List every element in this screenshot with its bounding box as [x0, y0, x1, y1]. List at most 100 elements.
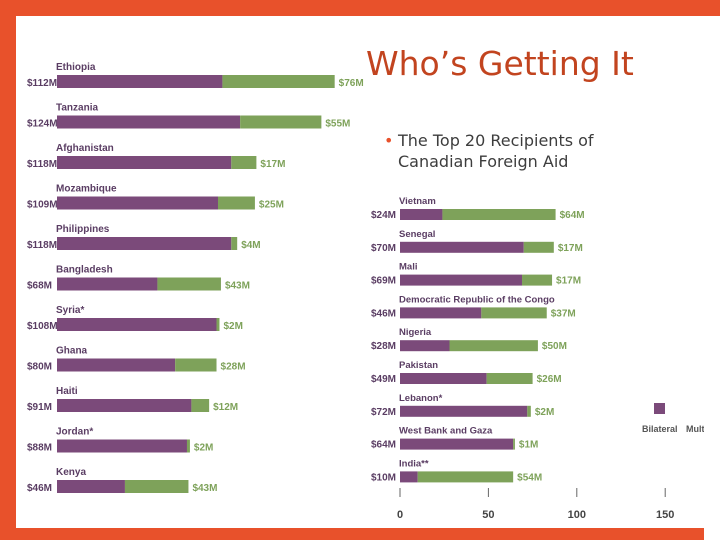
legend-bilateral-label: Bilateral — [642, 424, 678, 434]
bilateral-value-label: $112M — [27, 78, 57, 89]
x-tick-label: 50 — [482, 509, 494, 521]
multilateral-bar — [217, 196, 255, 210]
multilateral-value-label: $17M — [260, 159, 285, 170]
country-label: Vietnam — [399, 196, 436, 207]
bilateral-bar — [57, 277, 158, 291]
multilateral-bar — [523, 241, 554, 253]
multilateral-bar — [157, 277, 221, 291]
country-label: Kenya — [56, 467, 86, 478]
multilateral-bar — [222, 75, 335, 88]
multilateral-value-label: $17M — [558, 243, 583, 254]
multilateral-bar — [449, 340, 538, 352]
multilateral-value-label: $64M — [560, 210, 585, 221]
slide-title: Who’s Getting It — [366, 44, 634, 83]
bilateral-value-label: $49M — [371, 374, 396, 385]
bilateral-bar — [400, 241, 524, 253]
multilateral-value-label: $28M — [221, 362, 246, 373]
bilateral-bar — [57, 115, 241, 129]
multilateral-bar — [486, 373, 533, 384]
bilateral-bar — [57, 358, 176, 372]
bullet-text: The Top 20 Recipients of Canadian Foreig… — [398, 131, 594, 171]
x-tick-label: 100 — [568, 509, 586, 521]
multilateral-value-label: $4M — [241, 240, 260, 251]
bilateral-bar — [400, 373, 487, 384]
bilateral-value-label: $118M — [27, 159, 57, 170]
multilateral-value-label: $26M — [537, 374, 562, 385]
multilateral-bar — [216, 318, 220, 331]
multilateral-value-label: $25M — [259, 200, 284, 211]
multilateral-value-label: $17M — [556, 276, 581, 287]
country-label: Ghana — [56, 346, 88, 357]
bilateral-bar — [400, 209, 443, 220]
multilateral-bar — [175, 358, 217, 372]
bilateral-value-label: $68M — [27, 281, 52, 292]
multilateral-bar — [481, 307, 547, 319]
country-label: Lebanon* — [399, 393, 443, 404]
country-label: Tanzania — [56, 103, 98, 114]
multilateral-bar — [186, 439, 190, 453]
bilateral-value-label: $91M — [27, 402, 52, 413]
multilateral-bar — [527, 405, 531, 417]
multilateral-bar — [513, 438, 515, 450]
legend-multilateral-label: Multilateral — [686, 424, 720, 434]
country-label: West Bank and Gaza — [399, 426, 493, 437]
multilateral-bar — [240, 115, 322, 129]
x-tick-label: 0 — [397, 509, 403, 521]
bilateral-value-label: $64M — [371, 440, 396, 451]
bilateral-bar — [400, 405, 528, 417]
multilateral-value-label: $2M — [194, 443, 213, 454]
country-label: Haiti — [56, 386, 78, 397]
bilateral-bar — [400, 307, 482, 319]
bilateral-bar — [57, 75, 223, 88]
bilateral-value-label: $46M — [371, 308, 396, 319]
multilateral-bar — [191, 399, 210, 412]
country-label: Nigeria — [399, 327, 432, 338]
bilateral-bar — [57, 399, 192, 412]
bilateral-value-label: $10M — [371, 472, 396, 483]
country-label: Afghanistan — [56, 143, 114, 154]
country-label: Mozambique — [56, 184, 117, 195]
country-label: Mali — [399, 262, 417, 273]
bilateral-value-label: $70M — [371, 243, 396, 254]
country-label: Pakistan — [399, 360, 438, 371]
multilateral-value-label: $37M — [551, 308, 576, 319]
bilateral-bar — [57, 480, 125, 493]
bilateral-value-label: $118M — [27, 240, 57, 251]
bilateral-bar — [57, 237, 232, 250]
bilateral-value-label: $80M — [27, 362, 52, 373]
multilateral-value-label: $50M — [542, 341, 567, 352]
bullet-dot: • — [384, 131, 394, 150]
bilateral-bar — [400, 438, 514, 450]
legend-bilateral-swatch — [654, 403, 665, 414]
country-label: India** — [399, 458, 429, 469]
bilateral-value-label: $72M — [371, 407, 396, 418]
multilateral-bar — [124, 480, 189, 493]
bilateral-value-label: $88M — [27, 443, 52, 454]
bilateral-value-label: $28M — [371, 341, 396, 352]
bilateral-bar — [400, 471, 418, 483]
multilateral-bar — [231, 156, 257, 169]
multilateral-value-label: $1M — [519, 440, 538, 451]
bilateral-bar — [400, 340, 450, 352]
country-label: Democratic Republic of the Congo — [399, 294, 555, 305]
country-label: Jordan* — [56, 427, 93, 438]
bilateral-bar — [57, 156, 232, 169]
country-label: Syria* — [56, 305, 84, 316]
multilateral-value-label: $2M — [223, 321, 242, 332]
multilateral-bar — [231, 237, 238, 250]
bilateral-value-label: $24M — [371, 210, 396, 221]
x-tick-label: 150 — [656, 509, 674, 521]
bilateral-bar — [57, 439, 187, 453]
country-label: Bangladesh — [56, 265, 113, 276]
multilateral-bar — [442, 209, 556, 220]
slide-edge — [704, 190, 720, 540]
multilateral-value-label: $43M — [192, 483, 217, 494]
multilateral-value-label: $43M — [225, 281, 250, 292]
bilateral-value-label: $108M — [27, 321, 58, 332]
bilateral-value-label: $46M — [27, 483, 52, 494]
bilateral-bar — [400, 274, 522, 286]
bullet-point: • The Top 20 Recipients of Canadian Fore… — [384, 130, 664, 172]
bilateral-value-label: $109M — [27, 200, 58, 211]
multilateral-value-label: $12M — [213, 402, 238, 413]
